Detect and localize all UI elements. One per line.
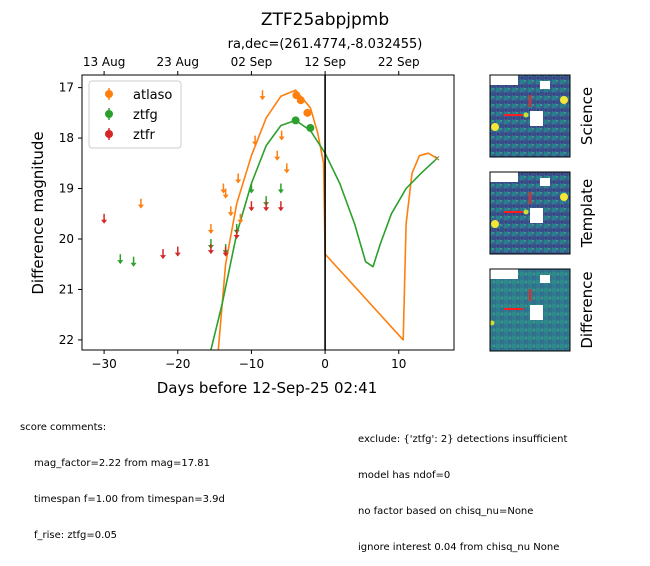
exclude-comments: exclude: {'ztfg': 2} detections insuffic…: [358, 410, 567, 566]
ztfr-upper-limit: [207, 244, 214, 255]
star-source: [491, 123, 499, 131]
ztfg-legend-marker: [105, 110, 113, 118]
score-comments-heading: score comments:: [20, 422, 107, 433]
masked-region: [530, 111, 543, 126]
ztfg-upper-limit: [277, 183, 284, 194]
score-comment-line: timespan f=1.00 from timespan=3.9d: [34, 494, 225, 505]
atlaso-upper-limit: [137, 198, 144, 209]
figure-canvas: ZTF25abpjpmb ra,dec=(261.4774,-8.032455)…: [29, 10, 596, 397]
atlaso-upper-limit: [274, 150, 281, 161]
atlaso-upper-limit: [252, 135, 259, 146]
atlaso-upper-limit: [235, 173, 242, 184]
ztfr-upper-limit: [248, 201, 255, 212]
ztfr-upper-limit: [277, 201, 284, 212]
masked-region: [490, 172, 518, 182]
top-date-label: 13 Aug: [83, 55, 126, 69]
y-tick-label: 22: [59, 333, 74, 347]
ztfg-upper-limit: [248, 183, 255, 194]
top-date-label: 02 Sep: [231, 55, 273, 69]
x-tick-label: −20: [165, 357, 190, 371]
atlaso-model-curve: [217, 89, 438, 350]
ztfg-detection-point: [291, 116, 300, 125]
x-tick-label: −30: [91, 357, 116, 371]
star-source: [491, 220, 499, 228]
star-source: [560, 193, 568, 201]
top-date-label: 12 Sep: [304, 55, 346, 69]
masked-region: [530, 208, 543, 223]
atlaso-upper-limit: [207, 223, 214, 234]
axes: −30 −20 −10 0 10 17 18 19 20 21 22 13 Aug 23 Aug 02 S…: [59, 55, 455, 371]
ztfr-upper-limit: [101, 213, 108, 224]
ztfr-upper-limit: [160, 249, 167, 260]
atlaso-legend-marker: [105, 90, 113, 98]
masked-region: [540, 178, 550, 186]
x-tick-label: 10: [391, 357, 406, 371]
exclude-comment-line: no factor based on chisq_nu=None: [358, 506, 534, 517]
atlaso-upper-limit: [237, 213, 244, 224]
atlaso-detection-point: [296, 96, 305, 105]
star-source: [523, 209, 529, 215]
ztfr-legend-label[interactable]: ztfr: [133, 128, 155, 143]
difference-cutout-label: Difference: [578, 271, 596, 348]
plot-frame: [81, 74, 455, 351]
masked-region: [490, 269, 518, 279]
ztfr-upper-limit: [233, 228, 240, 239]
masked-region: [540, 275, 550, 283]
top-date-label: 22 Sep: [378, 55, 420, 69]
score-comment-line: mag_factor=2.22 from mag=17.81: [34, 458, 211, 469]
science-cutout-label: Science: [578, 87, 596, 145]
exclude-comment-line: model has ndof=0: [358, 470, 451, 481]
ztfr-legend-marker: [105, 130, 113, 138]
masked-region: [540, 81, 550, 89]
atlaso-upper-limit: [283, 163, 290, 174]
x-tick-label: −10: [239, 357, 264, 371]
ztfg-legend-label[interactable]: ztfg: [133, 108, 158, 123]
template-cutout: Template: [489, 171, 596, 255]
y-tick-label: 17: [59, 81, 74, 95]
y-tick-label: 20: [59, 232, 74, 246]
atlaso-upper-limit: [227, 206, 234, 217]
template-cutout-label: Template: [578, 179, 596, 248]
ztfg-upper-limit: [117, 254, 124, 265]
ztfg-upper-limit: [130, 256, 137, 267]
score-comments: score comments: mag_factor=2.22 from mag…: [20, 398, 225, 554]
science-cutout: Science: [489, 74, 596, 158]
atlaso-upper-limit: [259, 90, 266, 101]
atlaso-legend-label[interactable]: atlaso: [133, 88, 172, 103]
residual-source: [489, 320, 495, 326]
plot-area: [101, 75, 440, 350]
y-tick-label: 19: [59, 182, 74, 196]
exclude-comment-line: exclude: {'ztfg': 2} detections insuffic…: [358, 434, 568, 445]
template-cutout-frame: [489, 171, 571, 255]
ztfr-upper-limit: [222, 246, 229, 257]
star-source: [560, 96, 568, 104]
model-end-marker: [434, 155, 440, 161]
y-axis-label: Difference magnitude: [29, 131, 47, 294]
ztfr-upper-limit: [263, 201, 270, 212]
cutout-panels: Science Template Difference: [489, 74, 596, 352]
score-comment-line: f_rise: ztfg=0.05: [34, 530, 118, 541]
ztfg-detection-point: [306, 123, 315, 132]
exclude-comment-line: ignore interest 0.04 from chisq_nu None: [358, 542, 560, 553]
masked-region: [490, 75, 518, 85]
y-tick-label: 21: [59, 282, 74, 296]
star-source: [523, 112, 529, 118]
top-date-label: 23 Aug: [157, 55, 200, 69]
atlaso-upper-limit: [278, 130, 285, 141]
legend[interactable]: atlaso ztfg ztfr: [88, 80, 182, 149]
y-tick-label: 18: [59, 131, 74, 145]
chart-subtitle: ra,dec=(261.4774,-8.032455): [228, 37, 423, 52]
legend-box: [88, 80, 182, 149]
science-cutout-frame: [489, 74, 571, 158]
masked-region: [530, 305, 543, 320]
ztfg-model-curve: [210, 119, 438, 350]
difference-cutout-frame: [489, 268, 571, 352]
ztfr-upper-limit: [174, 246, 181, 257]
atlaso-detection-point: [303, 108, 312, 117]
x-axis-label: Days before 12-Sep-25 02:41: [157, 379, 378, 397]
x-tick-label: 0: [321, 357, 329, 371]
chart-title: ZTF25abpjpmb: [261, 10, 389, 30]
difference-cutout: Difference: [489, 268, 596, 352]
atlaso-upper-limit: [222, 188, 229, 199]
